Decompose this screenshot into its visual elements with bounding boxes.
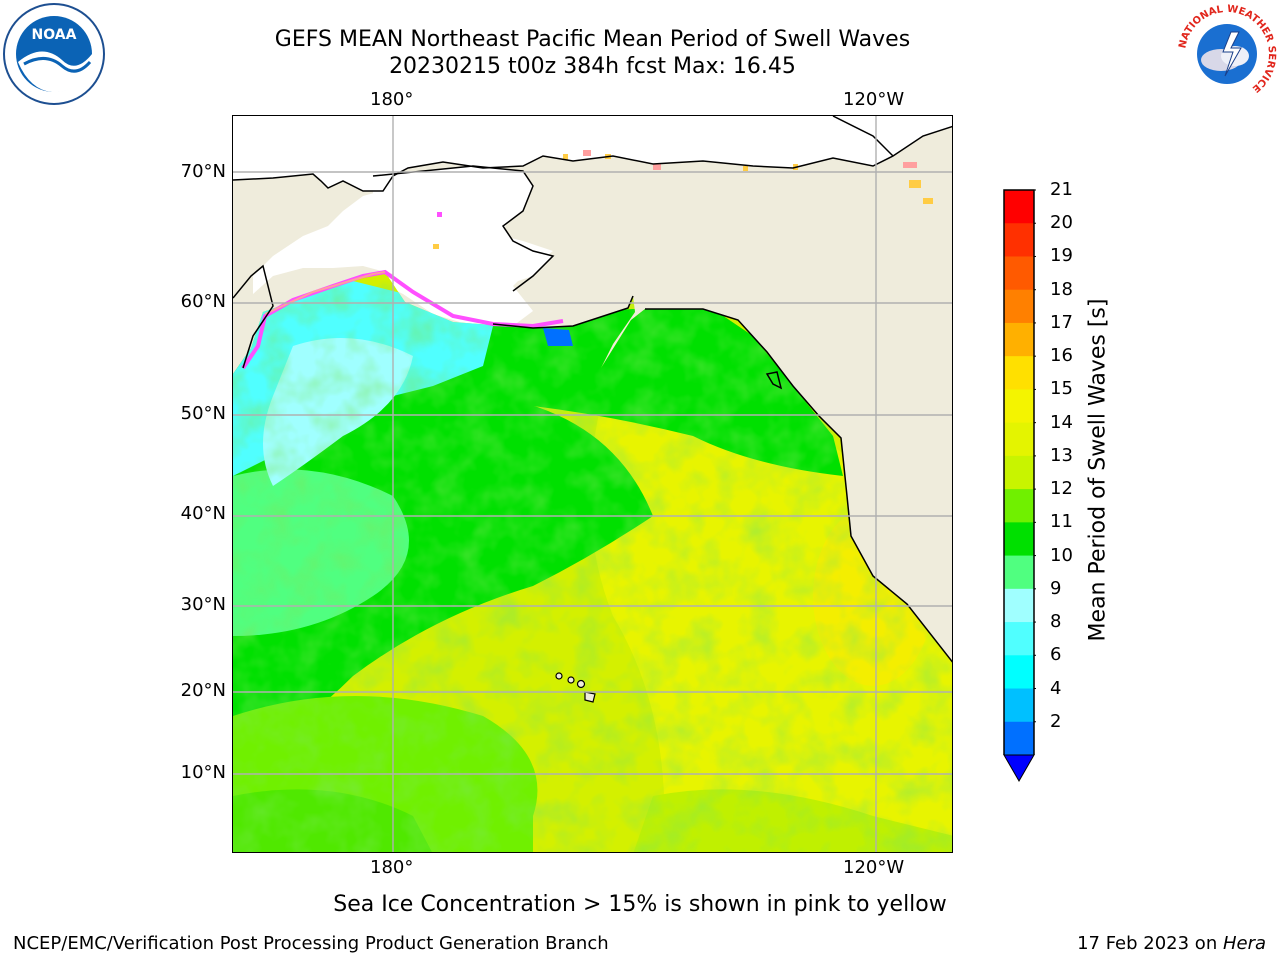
lat-tick-70n: 70°N (180, 161, 226, 182)
colorbar-tick-label: 16 (1050, 345, 1073, 367)
colorbar-segment (1004, 588, 1034, 623)
credit-branch: NCEP/EMC/Verification Post Processing Pr… (13, 933, 609, 954)
lat-tick-50n: 50°N (180, 403, 226, 424)
noaa-logo-icon: NOAA (3, 3, 105, 105)
colorbar-segment (1004, 256, 1034, 291)
colorbar-segment (1004, 455, 1034, 490)
colorbar-segment (1004, 356, 1034, 390)
colorbar-tick-label: 9 (1050, 577, 1062, 599)
lon-tick-bottom-120w: 120°W (843, 857, 905, 878)
chart-title: GEFS MEAN Northeast Pacific Mean Period … (274, 27, 911, 52)
chart-subtitle: 20230215 t00z 384h fcst Max: 16.45 (389, 54, 796, 79)
colorbar-tick-label: 18 (1050, 278, 1073, 300)
lon-tick-top-180: 180° (370, 89, 414, 110)
credit-date-text: 17 Feb 2023 on (1077, 933, 1223, 954)
lat-tick-10n: 10°N (180, 762, 226, 783)
lat-tick-30n: 30°N (180, 594, 226, 615)
gridlines (233, 116, 952, 852)
colorbar-border (1003, 189, 1035, 755)
colorbar-tick-label: 4 (1050, 677, 1062, 699)
noaa-logo-text: NOAA (32, 27, 77, 43)
sea-ice-footnote: Sea Ice Concentration > 15% is shown in … (333, 892, 947, 917)
map-panel (232, 115, 953, 853)
colorbar-tick-label: 21 (1050, 179, 1073, 200)
colorbar-segment (1004, 223, 1034, 257)
credit-host: Hera (1222, 933, 1266, 954)
colorbar-segment (1004, 721, 1034, 756)
colorbar-tick-label: 17 (1050, 311, 1073, 333)
colorbar-title: Mean Period of Swell Waves [s] (1085, 298, 1111, 642)
colorbar-segment (1004, 389, 1034, 424)
colorbar-segment (1004, 289, 1034, 324)
colorbar-segment (1004, 422, 1034, 457)
colorbar-tick-label: 8 (1050, 611, 1062, 633)
lon-tick-bottom-180: 180° (370, 857, 414, 878)
chukchi-sea (373, 166, 553, 286)
colorbar (1003, 189, 1036, 783)
colorbar-tick-label: 2 (1050, 710, 1062, 732)
colorbar-segment (1004, 555, 1034, 590)
colorbar-tick-label: 15 (1050, 378, 1073, 400)
colorbar-segment (1004, 522, 1034, 557)
credit-date: 17 Feb 2023 on Hera (1077, 933, 1266, 954)
colorbar-tick-label: 20 (1050, 212, 1073, 234)
colorbar-tick-label: 10 (1050, 544, 1073, 566)
colorbar-segment (1004, 655, 1034, 690)
colorbar-tick-label: 11 (1050, 511, 1073, 533)
lat-tick-60n: 60°N (180, 291, 226, 312)
colorbar-segment (1004, 190, 1034, 224)
colorbar-tick-label: 14 (1050, 411, 1073, 433)
colorbar-tick-label: 12 (1050, 478, 1073, 500)
coastlines (233, 116, 952, 663)
bering-sea (233, 116, 952, 191)
lat-tick-20n: 20°N (180, 680, 226, 701)
colorbar-segment (1004, 622, 1034, 656)
colorbar-tick-label: 6 (1050, 644, 1062, 666)
lat-tick-40n: 40°N (180, 503, 226, 524)
colorbar-segment (1004, 688, 1034, 723)
colorbar-tick-label: 19 (1050, 245, 1073, 267)
colorbar-tick-label: 13 (1050, 444, 1073, 466)
hawaii-islands (555, 672, 596, 703)
colorbar-segment (1004, 489, 1034, 523)
colorbar-segment (1004, 322, 1034, 357)
nws-logo-icon: NATIONAL WEATHER SERVICE (1177, 4, 1277, 104)
lon-tick-top-120w: 120°W (843, 89, 905, 110)
colorbar-extend-arrow (1003, 754, 1035, 783)
